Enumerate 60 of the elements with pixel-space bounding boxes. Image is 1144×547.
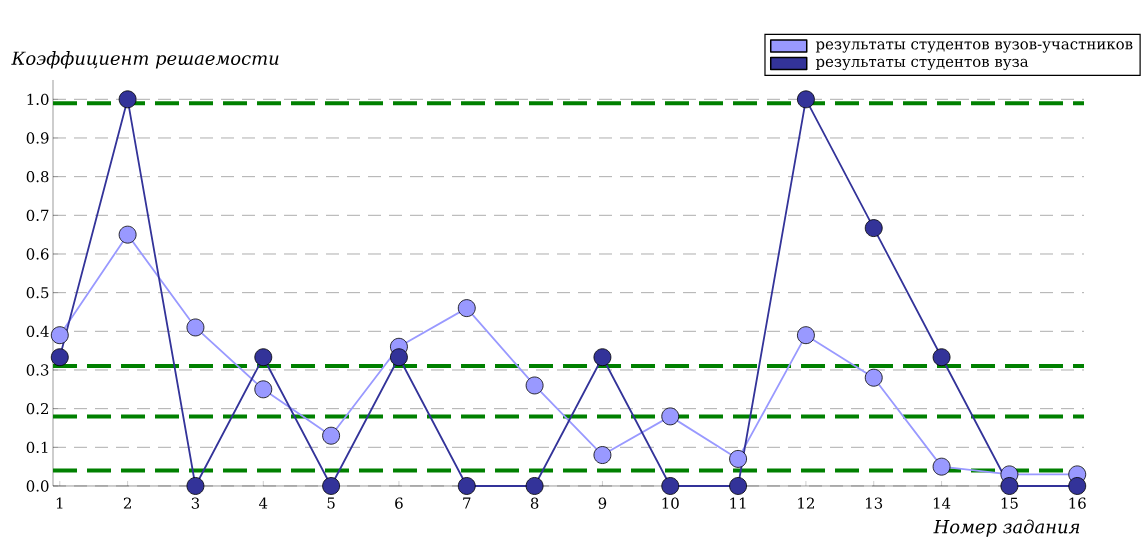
- y-tick-label: 1.0: [27, 93, 49, 105]
- point: [390, 348, 408, 367]
- x-tick-label: 9: [598, 497, 607, 509]
- x-tick-label: 14: [933, 497, 951, 509]
- point: [322, 426, 341, 445]
- point: [797, 90, 815, 109]
- y-tick-label: 0.1: [26, 441, 48, 453]
- point: [254, 348, 273, 367]
- point: [1000, 477, 1019, 495]
- point: [118, 225, 137, 244]
- point: [457, 477, 476, 495]
- x-tick-label: 11: [730, 497, 746, 509]
- point: [729, 450, 747, 468]
- x-axis-title: Номер задания: [933, 519, 1080, 537]
- y-tick-label: 0.6: [26, 248, 49, 260]
- point: [864, 368, 883, 387]
- point: [50, 326, 69, 345]
- point: [932, 457, 951, 476]
- point: [797, 326, 815, 345]
- x-tick-label: 2: [123, 497, 131, 509]
- point: [186, 477, 205, 495]
- point: [525, 477, 544, 495]
- x-tick-label: 10: [662, 497, 679, 509]
- point: [118, 90, 137, 109]
- x-tick-label: 16: [1069, 497, 1086, 509]
- x-tick-label: 13: [866, 497, 883, 509]
- y-tick-label: 0.3: [26, 364, 49, 376]
- x-tick-label: 5: [327, 497, 335, 509]
- point: [864, 219, 883, 237]
- x-tick-label: 12: [798, 497, 814, 509]
- point: [254, 380, 273, 399]
- point: [661, 477, 680, 495]
- legend-label: результаты студентов вузов-участников: [815, 41, 1133, 53]
- point: [50, 348, 69, 367]
- point: [661, 407, 680, 426]
- point: [593, 446, 612, 464]
- y-tick-label: 0.0: [26, 480, 49, 492]
- point: [525, 376, 544, 395]
- y-tick-label: 0.7: [26, 209, 49, 221]
- y-tick-label: 0.2: [26, 403, 49, 415]
- x-tick-label: 8: [530, 497, 539, 509]
- point: [457, 299, 476, 318]
- y-tick-label: 0.4: [26, 325, 49, 337]
- point: [593, 348, 612, 367]
- x-tick-label: 7: [463, 497, 471, 509]
- y-tick-label: 0.9: [26, 132, 49, 144]
- point: [186, 318, 205, 337]
- point: [322, 477, 341, 495]
- x-tick-label: 3: [191, 497, 200, 509]
- legend-label: результаты студентов вуза: [815, 58, 1029, 71]
- y-tick-label: 0.8: [26, 171, 49, 183]
- x-tick-label: 1: [56, 497, 63, 509]
- x-tick-label: 15: [1001, 497, 1018, 509]
- point: [932, 348, 951, 367]
- x-tick-label: 6: [395, 497, 403, 509]
- y-tick-label: 0.5: [26, 287, 49, 299]
- point: [1068, 477, 1087, 495]
- point: [729, 477, 747, 495]
- x-tick-label: 4: [258, 497, 268, 509]
- y-axis-title: Коэффициент решаемости: [11, 51, 279, 69]
